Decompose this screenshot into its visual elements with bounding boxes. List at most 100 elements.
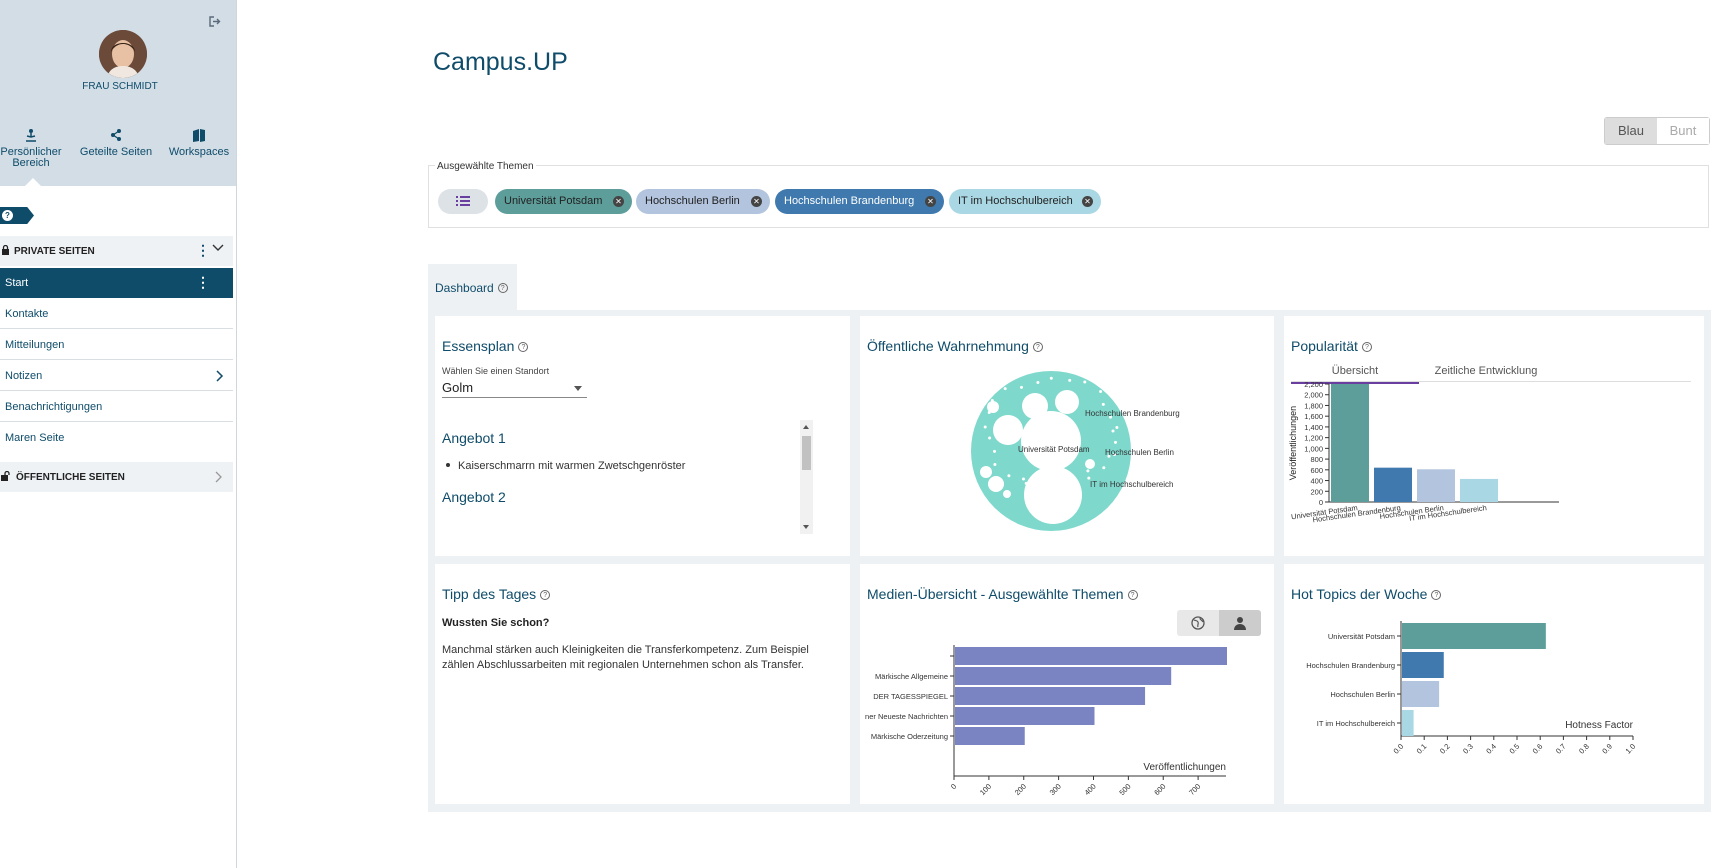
sidebar-item-kontakte[interactable]: Kontakte <box>0 299 233 329</box>
y-tick-label: Hochschulen Berlin <box>1330 690 1395 699</box>
inner-bubble <box>1058 481 1062 485</box>
y-tick-label: 1,600 <box>1304 412 1323 421</box>
x-tick-label: 0.8 <box>1577 742 1591 756</box>
x-tick-label: 300 <box>1048 782 1063 797</box>
inner-bubble <box>1083 380 1087 384</box>
y-tick-label: 800 <box>1310 455 1323 464</box>
y-axis-label: Veröffentlichungen <box>1288 406 1298 480</box>
avatar[interactable] <box>99 30 147 78</box>
theme-chip-hochschulen-berlin[interactable]: Hochschulen Berlin ✕ <box>636 189 770 214</box>
help-icon[interactable]: ? <box>518 342 529 352</box>
chevron-right-icon[interactable] <box>215 471 223 486</box>
color-blau-button[interactable]: Blau <box>1605 118 1657 144</box>
nav-tab-personal[interactable]: Persönlicher Bereich <box>0 128 62 169</box>
theme-list-button[interactable] <box>438 189 488 214</box>
x-tick-label: 400 <box>1083 782 1098 797</box>
inner-bubble <box>1085 459 1095 469</box>
bubble-chart[interactable]: Universität Potsdam Hochschulen Brandenb… <box>860 316 1274 556</box>
scroll-down-icon[interactable] <box>803 525 809 529</box>
nav-tab-shared[interactable]: Geteilte Seiten <box>75 128 157 158</box>
active-tab-indicator <box>25 178 41 186</box>
subtab-zeitliche-entwicklung[interactable]: Zeitliche Entwicklung <box>1434 365 1538 377</box>
remove-chip-icon[interactable]: ✕ <box>613 196 624 207</box>
inner-bubble <box>1039 481 1043 485</box>
offer-dish: Kaiserschmarrn mit warmen Zwetschgenröst… <box>446 460 685 472</box>
color-scheme-toggle: Blau Bunt <box>1604 117 1710 145</box>
subtab-uebersicht[interactable]: Übersicht <box>1291 365 1419 384</box>
inner-bubble <box>1087 476 1091 480</box>
card-title-text: Hot Topics der Woche <box>1291 586 1428 602</box>
scroll-up-icon[interactable] <box>803 425 809 429</box>
card-title-text: Öffentliche Wahrnehmung <box>867 338 1029 354</box>
tab-dashboard[interactable]: Dashboard? <box>428 264 517 310</box>
nav-tab-workspaces[interactable]: Workspaces <box>164 128 234 158</box>
logout-icon[interactable] <box>209 15 221 30</box>
theme-chip-universitaet-potsdam[interactable]: Universität Potsdam ✕ <box>495 189 632 214</box>
remove-chip-icon[interactable]: ✕ <box>1082 196 1093 207</box>
card-title: Essensplan? <box>442 338 529 354</box>
hot-topics-card: Hot Topics der Woche? Universität Potsda… <box>1284 564 1704 804</box>
sidebar-item-notizen[interactable]: Notizen <box>0 361 233 391</box>
menu-scrollbar[interactable] <box>800 420 813 534</box>
tab-dashboard-label: Dashboard <box>435 281 494 295</box>
bar <box>955 687 1146 705</box>
scroll-thumb[interactable] <box>802 436 811 470</box>
location-select[interactable]: Golm <box>442 380 587 398</box>
globe-button[interactable] <box>1177 610 1219 636</box>
public-section-header[interactable]: ÖFFENTLICHE SEITEN <box>0 462 233 492</box>
sidebar-item-maren-seite[interactable]: Maren Seite <box>0 423 233 453</box>
bar <box>1402 681 1440 707</box>
selected-themes-box: Ausgewählte Themen Universität Potsdam ✕ … <box>428 161 1709 228</box>
offer-title: Angebot 2 <box>442 489 506 505</box>
sidebar-item-label: Notizen <box>5 370 43 382</box>
inner-bubble <box>1024 466 1082 524</box>
theme-chip-hochschulen-brandenburg[interactable]: Hochschulen Brandenburg ✕ <box>775 189 944 214</box>
help-icon[interactable]: ? <box>1032 342 1043 352</box>
sidebar-item-start[interactable]: Start ⋮ <box>0 268 233 298</box>
y-tick-label: 1,000 <box>1304 444 1323 453</box>
card-title: Hot Topics der Woche? <box>1291 586 1442 602</box>
x-tick-label: 500 <box>1117 782 1132 797</box>
theme-chip-it-im-hochschulbereich[interactable]: IT im Hochschulbereich ✕ <box>949 189 1101 214</box>
medien-card: Medien-Übersicht - Ausgewählte Themen? M… <box>860 564 1274 804</box>
help-icon[interactable]: ? <box>497 283 508 293</box>
private-section-header[interactable]: PRIVATE SEITEN ⋮ <box>0 236 233 266</box>
inner-bubble <box>1114 440 1117 444</box>
remove-chip-icon[interactable]: ✕ <box>751 196 762 207</box>
chevron-down-icon[interactable] <box>212 244 224 255</box>
main-content: Campus.UP Blau Bunt Ausgewählte Themen U… <box>237 0 1718 868</box>
inner-bubble <box>993 449 996 453</box>
popularitaet-subtabs: Übersicht Zeitliche Entwicklung <box>1291 363 1691 384</box>
kebab-menu-icon[interactable]: ⋮ <box>196 274 210 290</box>
person-button[interactable] <box>1219 610 1261 636</box>
x-tick-label: 0.6 <box>1531 742 1545 756</box>
kebab-menu-icon[interactable]: ⋮ <box>196 242 210 258</box>
help-tag[interactable]: ? <box>0 207 34 224</box>
bubble-label: IT im Hochschulbereich <box>1090 480 1173 489</box>
wahrnehmung-card: Öffentliche Wahrnehmung? Universität Pot… <box>860 316 1274 556</box>
page-title: Campus.UP <box>433 48 568 76</box>
inner-bubble <box>1101 402 1105 406</box>
sidebar-item-mitteilungen[interactable]: Mitteilungen <box>0 330 233 360</box>
inner-bubble <box>1071 476 1074 479</box>
sidebar-item-label: Kontakte <box>5 308 49 320</box>
inner-bubble <box>1068 378 1072 382</box>
sidebar: FRAU SCHMIDT Persönlicher Bereich Geteil… <box>0 0 237 868</box>
inner-bubble <box>993 415 1023 445</box>
essensplan-card: Essensplan? Wählen Sie einen Standort Go… <box>435 316 850 556</box>
remove-chip-icon[interactable]: ✕ <box>925 196 936 207</box>
help-icon[interactable]: ? <box>1361 342 1372 352</box>
color-bunt-button[interactable]: Bunt <box>1657 118 1709 144</box>
help-icon[interactable]: ? <box>1127 590 1138 600</box>
x-tick-label: 0.1 <box>1415 742 1429 756</box>
sidebar-item-benachrichtigungen[interactable]: Benachrichtigungen <box>0 392 233 422</box>
y-tick-label: ner Neueste Nachrichten <box>865 712 948 721</box>
help-icon[interactable]: ? <box>540 590 551 600</box>
inner-bubble <box>988 436 992 440</box>
user-name: FRAU SCHMIDT <box>82 81 158 92</box>
chevron-right-icon[interactable] <box>216 370 224 385</box>
chip-label: IT im Hochschulbereich <box>958 195 1073 207</box>
help-icon[interactable]: ? <box>1431 590 1442 600</box>
y-tick-label: 0 <box>1319 498 1323 507</box>
